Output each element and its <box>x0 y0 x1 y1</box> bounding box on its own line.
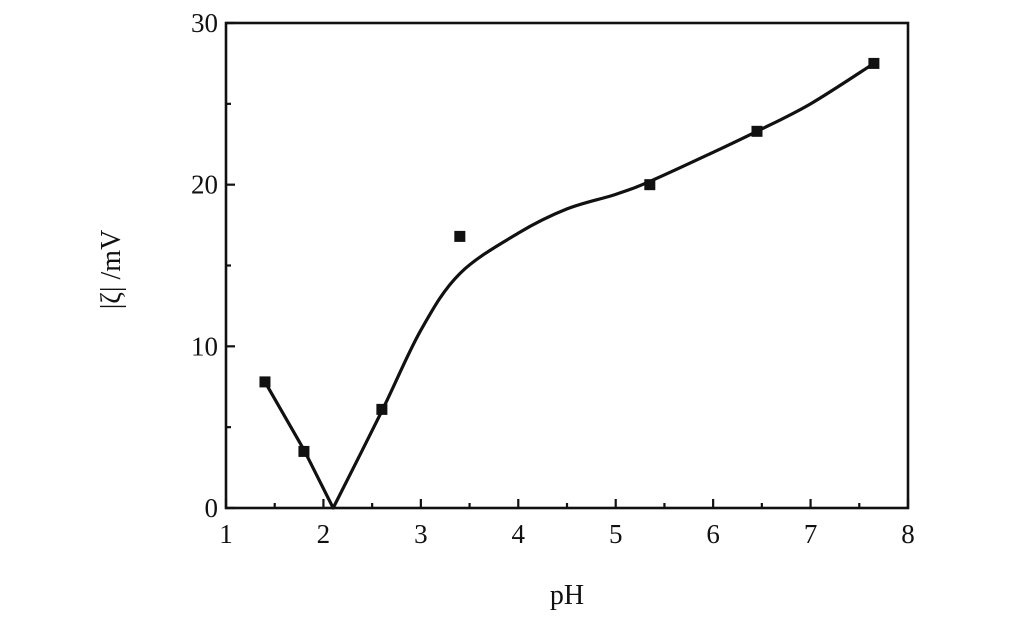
y-axis-label: |ζ| /mV <box>96 230 127 310</box>
data-point-marker <box>454 230 466 242</box>
x-tick-label: 4 <box>512 519 526 549</box>
data-point-marker <box>298 445 310 457</box>
y-tick-label: 10 <box>191 331 218 361</box>
data-point-marker <box>751 125 763 137</box>
y-axis-ticks: 0 10 20 30 <box>191 8 235 523</box>
fit-curve <box>263 61 876 510</box>
y-tick-label: 30 <box>191 8 218 38</box>
data-markers <box>259 57 880 457</box>
data-point-marker <box>376 403 388 415</box>
y-tick-label: 0 <box>205 493 219 523</box>
x-tick-label: 7 <box>804 519 818 549</box>
data-point-marker <box>259 376 271 388</box>
x-axis-label: pH <box>550 580 584 611</box>
x-tick-label: 8 <box>901 519 915 549</box>
data-point-marker <box>868 57 880 69</box>
fit-curve-layer <box>263 61 876 510</box>
data-point-marker <box>644 179 656 191</box>
x-tick-label: 2 <box>317 519 331 549</box>
x-tick-label: 6 <box>706 519 720 549</box>
x-tick-label: 3 <box>414 519 428 549</box>
x-tick-label: 5 <box>609 519 623 549</box>
x-axis-ticks: 1 2 3 4 5 6 7 8 <box>219 499 915 549</box>
plot-frame <box>224 21 910 510</box>
x-tick-label: 1 <box>219 519 233 549</box>
plot-border <box>224 21 910 510</box>
y-tick-label: 20 <box>191 170 218 200</box>
